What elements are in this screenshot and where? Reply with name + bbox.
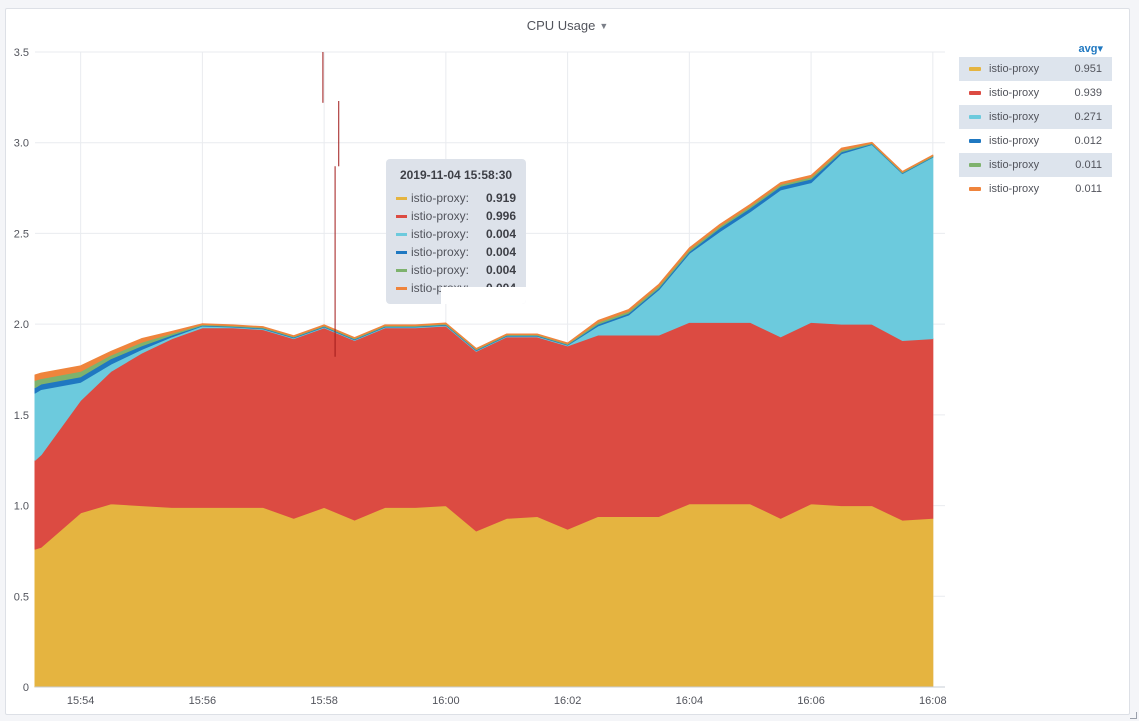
legend-item-name[interactable]: istio-proxy [989, 159, 1040, 171]
legend-item-avg: 0.011 [1075, 183, 1102, 195]
tooltip-series-value: 0.996 [485, 209, 516, 223]
y-tick-label: 0 [23, 682, 29, 694]
legend-item-name[interactable]: istio-proxy [989, 135, 1040, 147]
legend-item-name[interactable]: istio-proxy [989, 87, 1040, 99]
legend-rows: istio-proxy 0.951 istio-proxy 0.939 istio-pr… [959, 57, 1112, 201]
y-tick-label: 0.5 [14, 591, 29, 603]
legend-swatch[interactable] [969, 91, 981, 95]
tooltip-series-value: 0.004 [485, 245, 516, 259]
tooltip-series-name: istio-proxy: [411, 263, 470, 277]
tooltip-row: istio-proxy: 0.004 [396, 243, 516, 261]
legend-item[interactable]: istio-proxy 0.011 [959, 153, 1112, 177]
tooltip-swatch [396, 214, 407, 218]
legend-item-avg: 0.951 [1074, 63, 1102, 75]
legend-item[interactable]: istio-proxy 0.012 [959, 129, 1112, 153]
legend-item-name[interactable]: istio-proxy [989, 183, 1040, 195]
resize-handle-icon[interactable] [1130, 712, 1137, 719]
legend: avg▾ istio-proxy 0.951 istio-proxy 0.939 ist… [959, 42, 1112, 201]
x-tick-label: 16:04 [676, 695, 704, 707]
tooltip-time: 2019-11-04 15:58:30 [399, 168, 513, 182]
tooltip-swatch [396, 286, 407, 290]
tooltip-series-value: 0.919 [485, 191, 516, 205]
x-tick-label: 15:56 [189, 695, 217, 707]
x-tick-label: 16:06 [797, 695, 825, 707]
legend-swatch[interactable] [969, 115, 981, 119]
tooltip-occlusion [441, 287, 526, 304]
legend-item-name[interactable]: istio-proxy [989, 111, 1040, 123]
tooltip-row: istio-proxy: 0.996 [396, 207, 516, 225]
x-tick-label: 15:58 [310, 695, 338, 707]
tooltip-row: istio-proxy: 0.004 [396, 261, 516, 279]
annotations [322, 52, 340, 357]
y-tick-label: 3.5 [14, 47, 29, 59]
tooltip-series-value: 0.004 [485, 263, 516, 277]
series-area [34, 141, 934, 381]
legend-swatch[interactable] [969, 139, 981, 143]
tooltip-row: istio-proxy: 0.004 [396, 225, 516, 243]
y-tick-label: 2.5 [14, 228, 29, 240]
x-tick-label: 15:54 [67, 695, 95, 707]
x-tick-label: 16:02 [554, 695, 582, 707]
panel-title-text: CPU Usage [526, 18, 596, 33]
tooltip-series-name: istio-proxy: [411, 245, 470, 259]
chevron-down-icon[interactable]: ▼ [599, 21, 609, 31]
legend-item-avg: 0.271 [1074, 111, 1102, 123]
tooltip-series-name: istio-proxy: [411, 209, 470, 223]
y-tick-label: 3.0 [14, 138, 29, 150]
legend-item-avg: 0.939 [1074, 87, 1102, 99]
y-tick-label: 1.5 [14, 410, 29, 422]
tooltip-swatch [396, 250, 407, 254]
legend-sort-avg-header[interactable]: avg▾ [1078, 43, 1103, 55]
tooltip-swatch [396, 196, 407, 200]
tooltip-series-name: istio-proxy: [411, 191, 470, 205]
series-areas [34, 141, 934, 688]
legend-swatch[interactable] [969, 67, 981, 71]
legend-item[interactable]: istio-proxy 0.271 [959, 105, 1112, 129]
y-tick-label: 1.0 [14, 501, 29, 513]
legend-swatch[interactable] [969, 163, 981, 167]
legend-swatch[interactable] [969, 187, 981, 191]
series-area [34, 503, 934, 688]
legend-item[interactable]: istio-proxy 0.011 [959, 177, 1112, 201]
axes: 0 0.5 1.0 1.5 2.0 2.5 3.0 3.5 15:54 15:56 15:58 16:… [14, 47, 947, 707]
tooltip-swatch [396, 268, 407, 272]
tooltip-series-value: 0.004 [485, 227, 516, 241]
tooltip-row: istio-proxy: 0.919 [396, 189, 516, 207]
x-tick-label: 16:08 [919, 695, 947, 707]
tooltip-series-name: istio-proxy: [411, 227, 470, 241]
hover-tooltip: 2019-11-04 15:58:30 istio-proxy: 0.919 ist… [386, 159, 526, 304]
legend-item[interactable]: istio-proxy 0.951 [959, 57, 1112, 81]
panel-title[interactable]: CPU Usage ▼ [6, 18, 1129, 33]
y-tick-label: 2.0 [14, 319, 29, 331]
legend-item-avg: 0.012 [1074, 135, 1102, 147]
legend-item-avg: 0.011 [1075, 159, 1102, 171]
x-tick-label: 16:00 [432, 695, 460, 707]
legend-item-name[interactable]: istio-proxy [989, 63, 1040, 75]
tooltip-rows: istio-proxy: 0.919 istio-proxy: 0.996 istio-… [396, 189, 516, 297]
tooltip-swatch [396, 232, 407, 236]
legend-item[interactable]: istio-proxy 0.939 [959, 81, 1112, 105]
